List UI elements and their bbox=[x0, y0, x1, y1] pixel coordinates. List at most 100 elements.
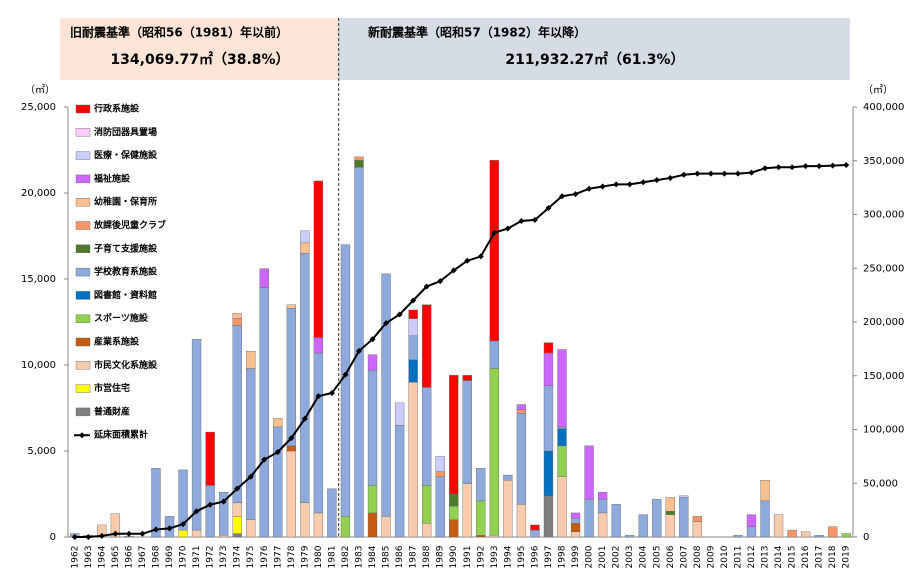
x-tick-label: 1982 bbox=[341, 546, 351, 569]
line-marker bbox=[301, 415, 308, 422]
x-tick-label: 1970 bbox=[179, 545, 189, 568]
line-marker bbox=[802, 163, 809, 170]
bar-segment bbox=[408, 382, 418, 538]
bar-segment bbox=[503, 474, 513, 481]
x-tick-label: 1980 bbox=[314, 545, 324, 568]
line-marker bbox=[477, 253, 484, 260]
y-axis-unit: （㎡） bbox=[25, 84, 55, 96]
bar-segment bbox=[421, 523, 432, 538]
old-standard-value: 134,069.77㎡（38.8%） bbox=[110, 51, 289, 68]
x-tick-label: 1973 bbox=[219, 546, 229, 569]
line-marker bbox=[518, 217, 525, 224]
bar-segment bbox=[178, 469, 188, 531]
bar-segment bbox=[273, 418, 283, 428]
legend-label: 市営住宅 bbox=[94, 382, 130, 394]
bar-segment bbox=[313, 512, 324, 538]
bar-segment bbox=[246, 368, 256, 521]
bar-segment bbox=[218, 492, 229, 536]
bar-segment bbox=[489, 368, 500, 536]
legend-swatch bbox=[75, 407, 91, 417]
x-tick-label: 1987 bbox=[409, 546, 419, 569]
bar-segment bbox=[584, 498, 594, 538]
bar-segment bbox=[394, 425, 405, 538]
bar-segment bbox=[476, 500, 486, 536]
x-tick-label: 1990 bbox=[449, 545, 459, 568]
bar-segment bbox=[354, 160, 364, 168]
x-tick-label: 1998 bbox=[558, 545, 568, 568]
bar-segment bbox=[178, 529, 188, 538]
bar-segment bbox=[313, 352, 324, 514]
legend-swatch bbox=[75, 174, 91, 184]
line-marker bbox=[707, 170, 714, 177]
bar-segment bbox=[570, 523, 581, 533]
line-marker bbox=[559, 193, 566, 200]
new-standard-title: 新耐震基準（昭和57（1982）年以降） bbox=[368, 25, 586, 40]
bar-segment bbox=[692, 516, 703, 522]
y2-tick-label: 0 bbox=[863, 532, 869, 543]
bar-segment bbox=[286, 304, 296, 309]
bar-segment bbox=[435, 471, 445, 478]
bar-segment bbox=[760, 500, 770, 538]
legend-swatch bbox=[75, 267, 91, 277]
line-marker bbox=[789, 164, 796, 171]
bar-segment bbox=[340, 516, 351, 538]
old-standard-box bbox=[60, 18, 338, 80]
legend-label: 放課後児童クラブ bbox=[93, 219, 166, 231]
legend-swatch bbox=[75, 128, 91, 137]
legend-label: 産業系施設 bbox=[94, 336, 140, 348]
bar-segment bbox=[787, 529, 797, 538]
legend-label: 消防団器具置場 bbox=[94, 126, 157, 138]
line-marker bbox=[572, 191, 579, 198]
line-marker bbox=[721, 170, 728, 177]
bar-segment bbox=[611, 504, 621, 538]
bar-segment bbox=[435, 476, 445, 538]
bar-segment bbox=[110, 513, 121, 538]
x-tick-label: 1986 bbox=[395, 545, 405, 568]
legend-swatch bbox=[75, 151, 91, 160]
x-tick-label: 1999 bbox=[571, 545, 581, 568]
bar-segment bbox=[841, 533, 851, 538]
x-tick-label: 1968 bbox=[151, 545, 161, 568]
bar-segment bbox=[692, 521, 703, 538]
line-marker bbox=[491, 229, 498, 236]
x-tick-label: 1993 bbox=[490, 546, 500, 569]
bar-segment bbox=[516, 412, 527, 505]
line-marker bbox=[437, 278, 444, 285]
bar-segment bbox=[543, 352, 554, 386]
bar-segment bbox=[530, 524, 540, 531]
line-marker bbox=[193, 508, 200, 515]
x-tick-label: 2001 bbox=[598, 546, 608, 569]
bar-segment bbox=[557, 445, 567, 477]
y-tick-label: 15,000 bbox=[21, 274, 56, 285]
x-tick-label: 1975 bbox=[246, 546, 256, 569]
x-tick-label: 1979 bbox=[300, 545, 310, 568]
line-marker bbox=[207, 501, 214, 508]
bar-segment bbox=[232, 313, 242, 319]
bar-segment bbox=[814, 535, 824, 538]
bar-segment bbox=[449, 493, 459, 507]
line-marker bbox=[139, 530, 146, 537]
legend-swatch bbox=[75, 384, 91, 393]
bar-segment bbox=[232, 325, 242, 503]
bar-segment bbox=[516, 409, 527, 414]
x-tick-label: 2013 bbox=[761, 546, 771, 569]
line-marker bbox=[504, 225, 511, 232]
x-tick-label: 2011 bbox=[733, 546, 743, 569]
x-tick-label: 1991 bbox=[463, 546, 473, 569]
x-tick-label: 1965 bbox=[111, 546, 121, 569]
x-tick-label: 1988 bbox=[422, 545, 432, 568]
line-marker bbox=[545, 205, 552, 212]
legend-label: 学校教育系施設 bbox=[94, 266, 158, 278]
bar-segment bbox=[462, 375, 472, 381]
bar-segment bbox=[449, 505, 459, 521]
y2-tick-label: 250,000 bbox=[863, 263, 904, 274]
line-marker bbox=[816, 163, 823, 170]
x-tick-label: 1978 bbox=[287, 545, 297, 568]
bar-segment bbox=[476, 535, 486, 538]
bar-segment bbox=[570, 531, 581, 538]
bar-segment bbox=[679, 497, 689, 538]
x-tick-label: 1994 bbox=[503, 545, 513, 568]
line-marker bbox=[613, 181, 620, 188]
x-tick-label: 2014 bbox=[774, 545, 784, 568]
